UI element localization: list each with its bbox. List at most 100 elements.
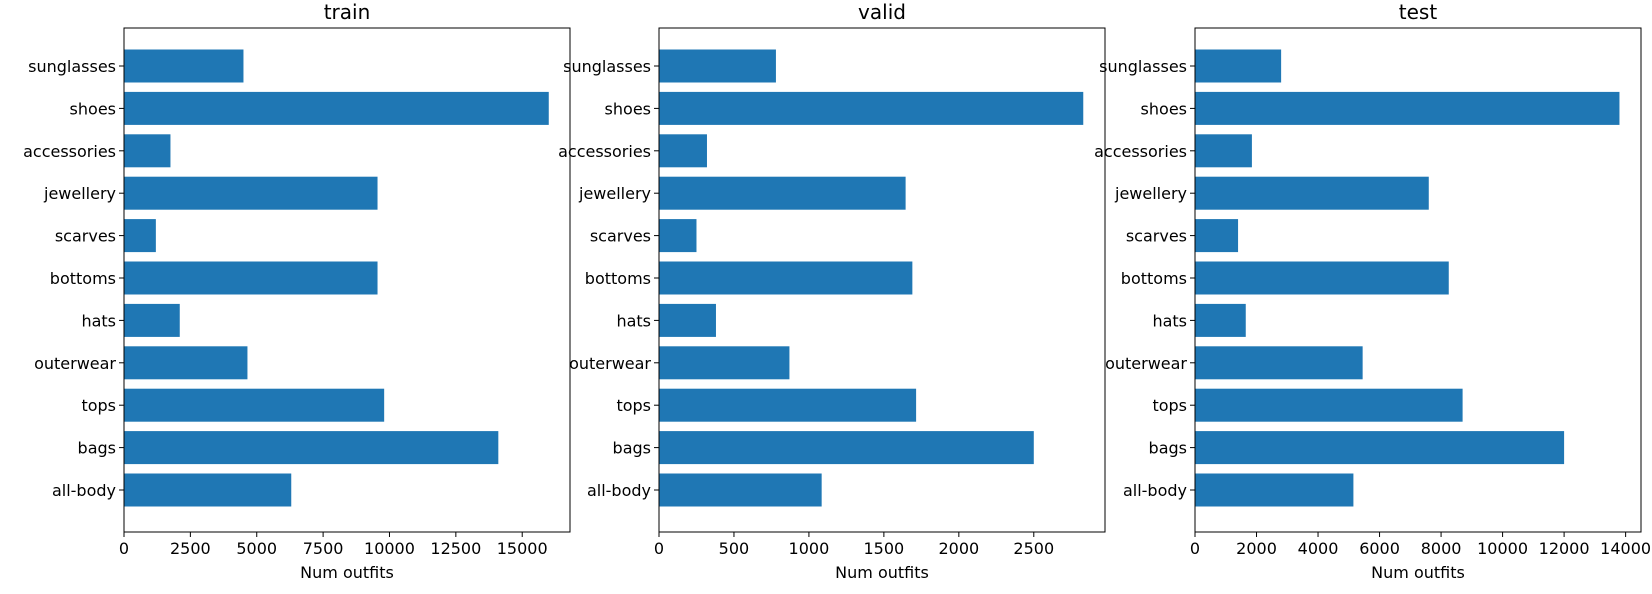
y-tick-label: scarves: [55, 227, 116, 246]
y-tick-label: hats: [81, 311, 116, 330]
y-tick-label: shoes: [1141, 99, 1187, 118]
bar-shoes: [124, 91, 549, 125]
x-tick-label: 500: [719, 539, 750, 558]
y-tick-label: shoes: [605, 99, 651, 118]
chart-panel-test: all-body bags tops outerwear hats bottoms scar…: [1094, 0, 1651, 582]
x-tick-label: 4000: [1298, 539, 1339, 558]
bar-outerwear: [1195, 346, 1363, 380]
y-tick-label: bottoms: [585, 269, 651, 288]
y-tick-label: all-body: [52, 481, 116, 500]
y-tick-label: bags: [613, 439, 651, 458]
y-tick-label: bottoms: [50, 269, 116, 288]
bar-scarves: [659, 219, 697, 253]
y-tick-label: jewellery: [578, 184, 651, 203]
y-tick-label: outerwear: [34, 354, 116, 373]
x-tick-label: 2000: [1236, 539, 1277, 558]
x-tick-label: 15000: [497, 539, 548, 558]
bar-accessories: [124, 134, 171, 168]
y-tick-label: hats: [616, 311, 651, 330]
bar-accessories: [1195, 134, 1252, 168]
bar-sunglasses: [659, 49, 776, 83]
chart-panel-train: all-body bags tops outerwear hats bottoms scar…: [23, 0, 571, 582]
chart-title: test: [1399, 0, 1438, 24]
chart-panel-valid: all-body bags tops outerwear hats bottoms scar…: [558, 0, 1106, 582]
x-tick-label: 1500: [864, 539, 905, 558]
y-tick-label: bags: [1149, 439, 1187, 458]
x-tick-label: 10000: [1477, 539, 1528, 558]
x-tick-label: 10000: [364, 539, 415, 558]
bar-hats: [659, 303, 716, 337]
y-tick-label: accessories: [558, 142, 651, 161]
x-tick-label: 12000: [1539, 539, 1590, 558]
y-tick-label: bags: [78, 439, 116, 458]
bar-bags: [124, 431, 499, 465]
bar-shoes: [1195, 91, 1620, 125]
bar-all-body: [124, 473, 292, 507]
axes-frame: [658, 27, 1106, 533]
chart-title: train: [324, 0, 371, 24]
y-tick-label: outerwear: [1105, 354, 1187, 373]
bar-scarves: [1195, 219, 1239, 253]
x-tick-label: 0: [654, 539, 664, 558]
x-tick-label: 5000: [236, 539, 277, 558]
y-tick-label: bottoms: [1121, 269, 1187, 288]
y-tick-label: all-body: [1123, 481, 1187, 500]
x-tick-label: 2500: [1013, 539, 1054, 558]
bar-bags: [1195, 431, 1565, 465]
bar-jewellery: [124, 176, 378, 210]
y-tick-label: all-body: [587, 481, 651, 500]
x-tick-label: 1000: [789, 539, 830, 558]
bar-shoes: [659, 91, 1084, 125]
bar-tops: [1195, 388, 1463, 422]
y-tick-label: tops: [616, 396, 651, 415]
x-axis-label: Num outfits: [300, 563, 394, 582]
bar-bottoms: [124, 261, 378, 295]
x-tick-label: 12500: [430, 539, 481, 558]
x-tick-label: 14000: [1600, 539, 1651, 558]
y-tick-label: sunglasses: [563, 57, 651, 76]
x-axis-label: Num outfits: [1371, 563, 1465, 582]
y-tick-label: sunglasses: [28, 57, 116, 76]
x-tick-label: 7500: [303, 539, 344, 558]
chart-title: valid: [858, 0, 906, 24]
axes-frame: [123, 27, 571, 533]
y-tick-label: hats: [1152, 311, 1187, 330]
bar-all-body: [1195, 473, 1354, 507]
bar-sunglasses: [1195, 49, 1282, 83]
y-tick-label: accessories: [1094, 142, 1187, 161]
bar-jewellery: [659, 176, 906, 210]
x-tick-label: 2500: [170, 539, 211, 558]
y-tick-label: tops: [81, 396, 116, 415]
bar-tops: [659, 388, 917, 422]
y-tick-label: sunglasses: [1099, 57, 1187, 76]
y-tick-label: outerwear: [569, 354, 651, 373]
bar-jewellery: [1195, 176, 1429, 210]
bar-bottoms: [1195, 261, 1449, 295]
x-tick-label: 6000: [1359, 539, 1400, 558]
y-tick-label: shoes: [70, 99, 116, 118]
y-tick-label: scarves: [1126, 227, 1187, 246]
bar-tops: [124, 388, 385, 422]
bar-hats: [1195, 303, 1246, 337]
bar-accessories: [659, 134, 707, 168]
y-tick-label: scarves: [590, 227, 651, 246]
bar-hats: [124, 303, 180, 337]
bar-bags: [659, 431, 1034, 465]
axes-frame: [1194, 27, 1642, 533]
y-tick-label: jewellery: [43, 184, 116, 203]
bar-outerwear: [659, 346, 790, 380]
bar-all-body: [659, 473, 822, 507]
bar-scarves: [124, 219, 156, 253]
x-tick-label: 8000: [1421, 539, 1462, 558]
x-tick-label: 0: [119, 539, 129, 558]
x-tick-label: 0: [1190, 539, 1200, 558]
bar-outerwear: [124, 346, 248, 380]
y-tick-label: tops: [1152, 396, 1187, 415]
x-tick-label: 2000: [938, 539, 979, 558]
y-tick-label: accessories: [23, 142, 116, 161]
bar-sunglasses: [124, 49, 244, 83]
y-tick-label: jewellery: [1114, 184, 1187, 203]
bar-bottoms: [659, 261, 913, 295]
